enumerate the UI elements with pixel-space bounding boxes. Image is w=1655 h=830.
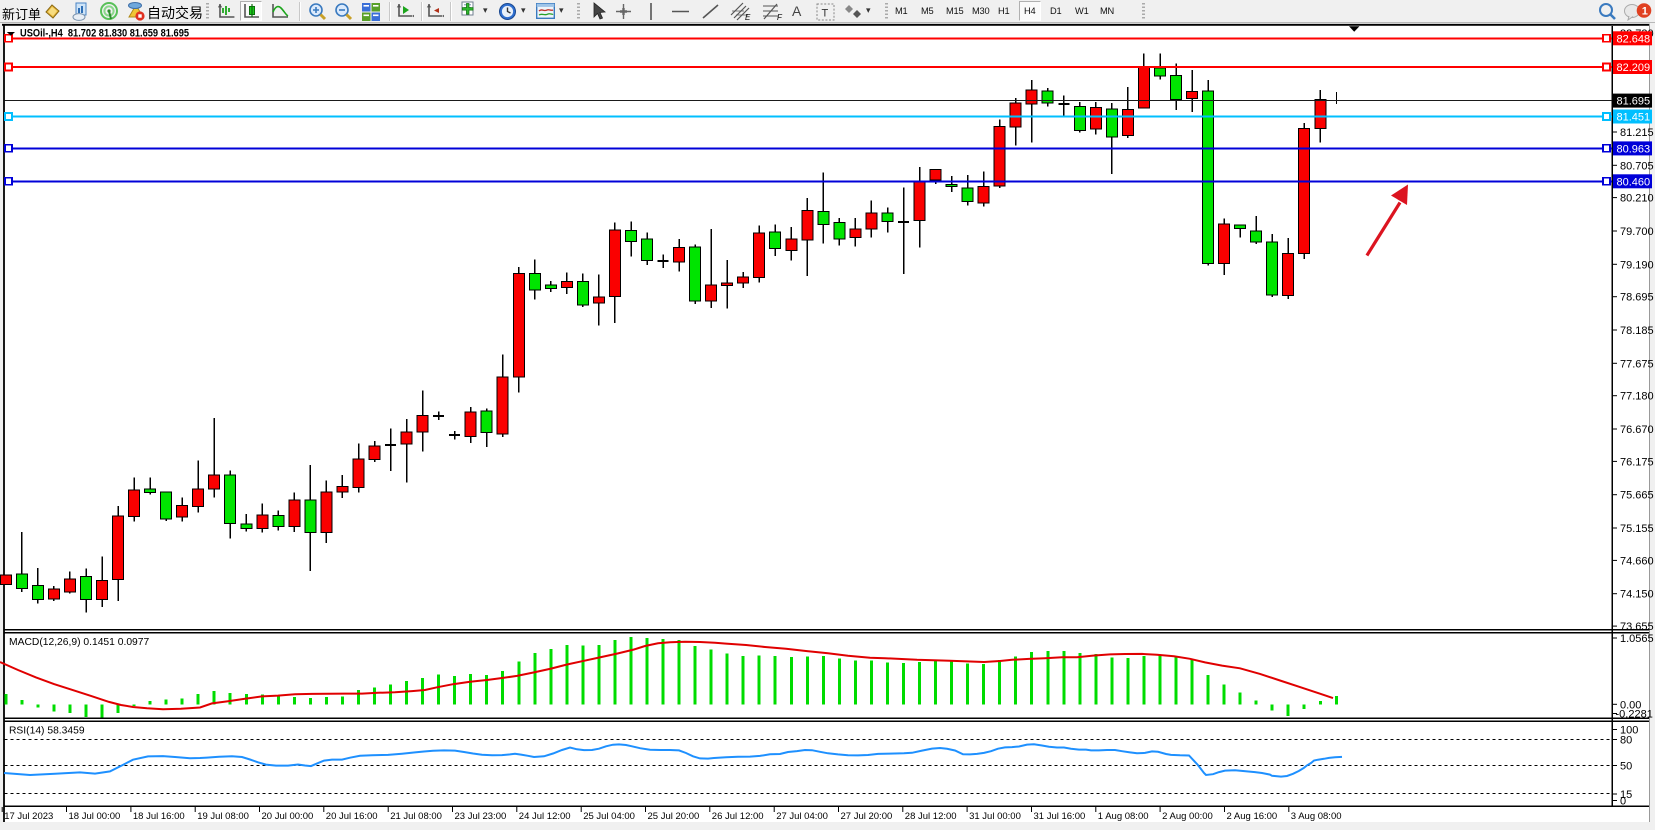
svg-text:25 Jul 04:00: 25 Jul 04:00: [583, 811, 635, 822]
svg-text:0.00: 0.00: [1620, 699, 1641, 711]
svg-text:27 Jul 20:00: 27 Jul 20:00: [841, 811, 893, 822]
svg-text:78.185: 78.185: [1620, 325, 1654, 337]
svg-text:74.660: 74.660: [1620, 555, 1654, 567]
svg-text:75.155: 75.155: [1620, 523, 1654, 535]
svg-text:0: 0: [1620, 796, 1626, 808]
svg-text:78.695: 78.695: [1620, 292, 1654, 304]
svg-text:27 Jul 04:00: 27 Jul 04:00: [776, 811, 828, 822]
svg-text:74.150: 74.150: [1620, 589, 1654, 601]
svg-text:80: 80: [1620, 735, 1632, 747]
svg-text:80.705: 80.705: [1620, 160, 1654, 172]
svg-text:1: 1: [1642, 6, 1648, 18]
svg-text:77.180: 77.180: [1620, 391, 1654, 403]
svg-text:81.451: 81.451: [1617, 112, 1651, 124]
svg-text:76.175: 76.175: [1620, 456, 1654, 468]
svg-text:20 Jul 00:00: 20 Jul 00:00: [262, 811, 314, 822]
svg-text:2 Aug 16:00: 2 Aug 16:00: [1227, 811, 1278, 822]
svg-text:81.695: 81.695: [1617, 96, 1651, 108]
svg-text:82.648: 82.648: [1617, 33, 1651, 45]
svg-text:21 Jul 08:00: 21 Jul 08:00: [390, 811, 442, 822]
svg-text:76.670: 76.670: [1620, 424, 1654, 436]
svg-text:15: 15: [1620, 789, 1632, 801]
svg-text:79.190: 79.190: [1620, 259, 1654, 271]
svg-text:18 Jul 00:00: 18 Jul 00:00: [69, 811, 121, 822]
svg-text:81.215: 81.215: [1620, 127, 1654, 139]
svg-text:75.665: 75.665: [1620, 490, 1654, 502]
svg-text:T: T: [822, 8, 829, 20]
svg-text:77.675: 77.675: [1620, 358, 1654, 370]
svg-text:50: 50: [1620, 761, 1632, 773]
svg-text:25 Jul 20:00: 25 Jul 20:00: [648, 811, 700, 822]
svg-text:1.0565: 1.0565: [1620, 633, 1654, 645]
svg-text:-0.2281: -0.2281: [1616, 709, 1653, 721]
svg-text:1 Aug 08:00: 1 Aug 08:00: [1098, 811, 1149, 822]
svg-text:24 Jul 12:00: 24 Jul 12:00: [519, 811, 571, 822]
svg-text:26 Jul 12:00: 26 Jul 12:00: [712, 811, 764, 822]
svg-text:20 Jul 16:00: 20 Jul 16:00: [326, 811, 378, 822]
svg-text:100: 100: [1620, 725, 1638, 737]
svg-text:MACD(12,26,9) 0.1451 0.0977: MACD(12,26,9) 0.1451 0.0977: [9, 637, 150, 648]
svg-text:31 Jul 00:00: 31 Jul 00:00: [969, 811, 1021, 822]
svg-text:23 Jul 23:00: 23 Jul 23:00: [455, 811, 507, 822]
svg-text:82.209: 82.209: [1617, 62, 1651, 74]
svg-text:79.700: 79.700: [1620, 226, 1654, 238]
svg-text:2 Aug 00:00: 2 Aug 00:00: [1162, 811, 1213, 822]
svg-text:17 Jul 2023: 17 Jul 2023: [4, 811, 53, 822]
svg-text:18 Jul 16:00: 18 Jul 16:00: [133, 811, 185, 822]
svg-text:F: F: [777, 13, 783, 22]
svg-text:28 Jul 12:00: 28 Jul 12:00: [905, 811, 957, 822]
svg-text:31 Jul 16:00: 31 Jul 16:00: [1034, 811, 1086, 822]
svg-text:USOil-,H4 81.702 81.830 81.65: USOil-,H4 81.702 81.830 81.659 81.695: [20, 28, 189, 40]
svg-text:E: E: [745, 13, 751, 22]
svg-text:RSI(14) 58.3459: RSI(14) 58.3459: [9, 726, 85, 737]
svg-text:3 Aug 08:00: 3 Aug 08:00: [1291, 811, 1342, 822]
svg-text:80.460: 80.460: [1617, 176, 1651, 188]
svg-text:73.655: 73.655: [1620, 621, 1654, 633]
svg-text:19 Jul 08:00: 19 Jul 08:00: [197, 811, 249, 822]
svg-text:80.963: 80.963: [1617, 143, 1651, 155]
svg-text:80.210: 80.210: [1620, 193, 1654, 205]
